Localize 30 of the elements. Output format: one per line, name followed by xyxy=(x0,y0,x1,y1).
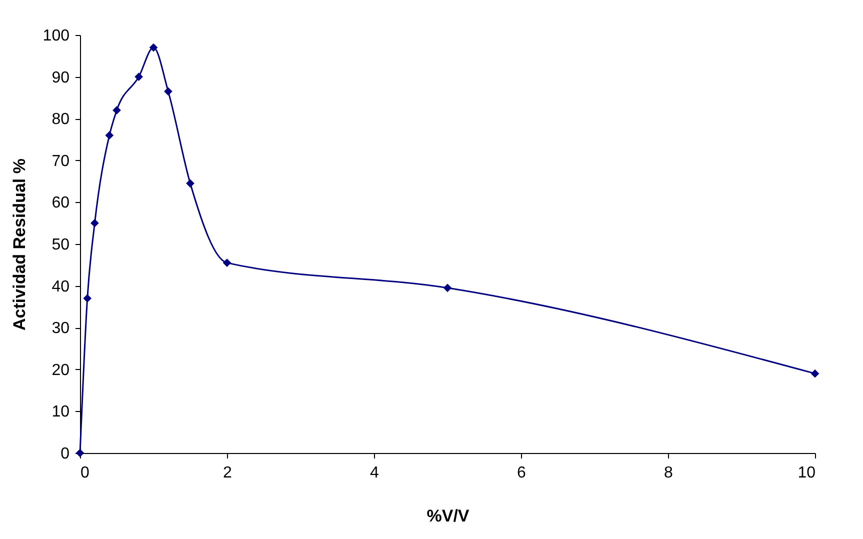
point xyxy=(134,72,143,81)
y-tick-label: 20 xyxy=(52,362,70,379)
y-tick-label: 80 xyxy=(52,111,70,128)
point xyxy=(810,369,820,378)
y-axis-title: Actividad Residual % xyxy=(10,158,29,330)
point xyxy=(105,131,114,140)
point xyxy=(149,43,158,52)
y-tick-label: 60 xyxy=(52,194,70,212)
x-tick-label: 8 xyxy=(664,464,674,482)
x-tick-label: 2 xyxy=(223,464,232,482)
y-tick-label: 70 xyxy=(52,152,70,170)
point xyxy=(112,106,121,114)
x-tick-label: 0 xyxy=(80,464,90,482)
point xyxy=(164,87,172,96)
y-tick-label: 40 xyxy=(52,278,70,296)
point xyxy=(443,284,452,292)
point xyxy=(186,179,194,188)
y-tick-label: 90 xyxy=(52,69,70,86)
y-tick-label: 50 xyxy=(52,236,70,254)
point xyxy=(83,294,92,303)
x-tick-label: 6 xyxy=(517,464,526,482)
x-tick-label: 4 xyxy=(370,464,380,482)
y-tick-label: 100 xyxy=(42,28,70,44)
y-tick-label: 10 xyxy=(52,404,70,421)
x-axis-title: %V/V xyxy=(426,506,470,526)
x-tick-label: 10 xyxy=(798,464,816,482)
point xyxy=(222,258,232,267)
point xyxy=(90,218,99,228)
y-tick-label: 0 xyxy=(60,446,70,462)
y-tick-label: 30 xyxy=(52,320,70,338)
